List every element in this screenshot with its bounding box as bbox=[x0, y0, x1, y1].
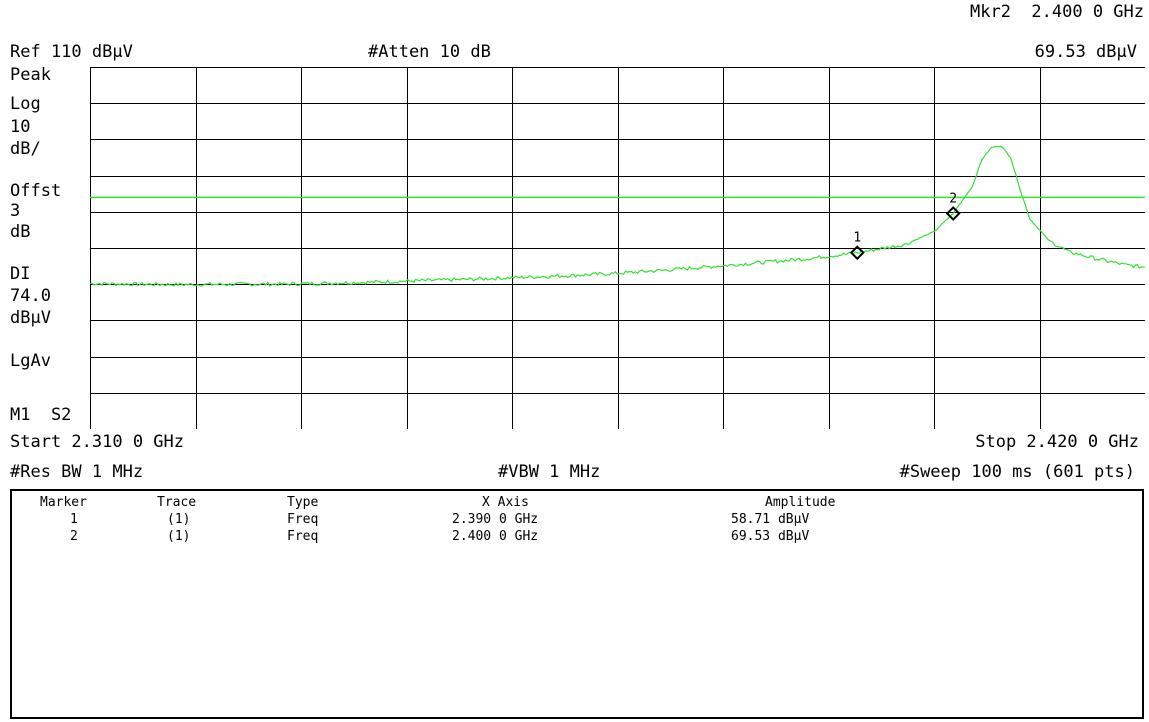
resolution-bandwidth: #Res BW 1 MHz bbox=[10, 462, 144, 482]
offset-label: Offst bbox=[10, 181, 62, 201]
stop-frequency: Stop 2.420 0 GHz bbox=[975, 432, 1139, 452]
header-trace: Trace bbox=[157, 495, 197, 510]
marker-table: Marker Trace Type X Axis Amplitude 1 (1)… bbox=[10, 489, 1144, 719]
row1-x-axis: 2.390 0 GHz bbox=[452, 512, 539, 527]
start-frequency: Start 2.310 0 GHz bbox=[10, 432, 184, 452]
header-amplitude: Amplitude bbox=[765, 495, 836, 510]
marker-readout-amplitude: 69.53 dBµV bbox=[1034, 42, 1137, 62]
scale-unit-label: dB/ bbox=[10, 139, 41, 159]
marker-1-diamond bbox=[849, 245, 865, 261]
marker-1-label: 1 bbox=[853, 231, 861, 246]
sweep-time: #Sweep 100 ms (601 pts) bbox=[899, 462, 1135, 482]
marker-readout-label: Mkr2 2.400 0 GHz bbox=[970, 2, 1144, 22]
row1-marker: 1 bbox=[70, 512, 78, 527]
trigger-label: M1 S2 bbox=[10, 405, 72, 425]
row2-type: Freq bbox=[287, 529, 319, 544]
row1-trace: (1) bbox=[167, 512, 191, 527]
row2-amplitude: 69.53 dBµV bbox=[731, 529, 810, 544]
row2-marker: 2 bbox=[70, 529, 78, 544]
row2-x-axis: 2.400 0 GHz bbox=[452, 529, 539, 544]
row2-trace: (1) bbox=[167, 529, 191, 544]
detector-label: Peak bbox=[10, 65, 51, 85]
marker-2-diamond bbox=[945, 206, 961, 221]
header-marker: Marker bbox=[40, 495, 87, 510]
offset-value: 3 bbox=[10, 201, 21, 221]
video-bandwidth: #VBW 1 MHz bbox=[498, 462, 601, 482]
offset-unit: dB bbox=[10, 222, 31, 242]
averaging-label: LgAv bbox=[10, 351, 51, 371]
display-line-label: DI bbox=[10, 264, 31, 284]
reference-level: Ref 110 dBµV bbox=[10, 42, 133, 62]
display-line-unit: dBµV bbox=[10, 308, 51, 328]
attenuation: #Atten 10 dB bbox=[368, 42, 491, 62]
header-type: Type bbox=[287, 495, 319, 510]
row1-amplitude: 58.71 dBµV bbox=[731, 512, 810, 527]
scale-type-label: Log bbox=[10, 94, 41, 114]
row1-type: Freq bbox=[287, 512, 319, 527]
scale-value-label: 10 bbox=[10, 117, 31, 137]
trace-line bbox=[90, 145, 1145, 287]
grid bbox=[90, 67, 1145, 429]
markers: 12 bbox=[849, 192, 961, 261]
header-x-axis: X Axis bbox=[482, 495, 529, 510]
marker-2-label: 2 bbox=[949, 192, 957, 207]
display-line-value: 74.0 bbox=[10, 286, 51, 306]
